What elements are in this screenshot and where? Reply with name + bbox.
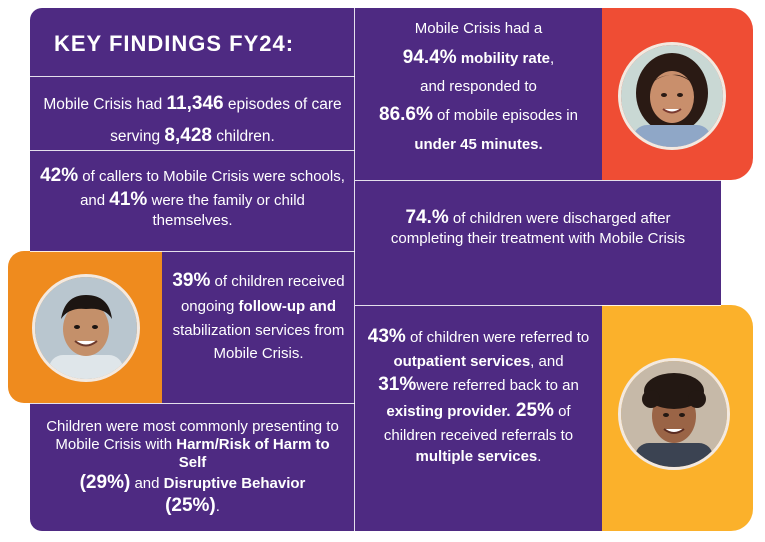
stat: 31% bbox=[378, 373, 417, 395]
divider bbox=[30, 150, 355, 151]
text: Mobile Crisis had bbox=[43, 96, 167, 113]
text: of callers to Mobile Crisis were schools… bbox=[78, 168, 345, 209]
left-panel bbox=[30, 8, 355, 251]
text: stabilization services from Mobile Crisi… bbox=[172, 321, 345, 362]
stat: 8,428 bbox=[164, 125, 212, 147]
finding-episodes: Mobile Crisis had 11,346 episodes of car… bbox=[30, 88, 355, 153]
text: of children received referrals to bbox=[383, 403, 574, 444]
right-mid-panel bbox=[355, 180, 721, 305]
text: were the family or child themselves. bbox=[147, 191, 305, 229]
divider bbox=[355, 305, 721, 306]
finding-mobility: Mobile Crisis had a 94.4% mobility rate,… bbox=[362, 16, 595, 157]
finding-followup: 39% of children received ongoing follow-… bbox=[166, 266, 351, 365]
right-bottom-panel bbox=[355, 305, 602, 531]
text: and responded to bbox=[420, 77, 537, 95]
emphasis: Disruptive Behavior bbox=[163, 475, 306, 492]
stat: 43% bbox=[367, 326, 406, 347]
finding-referrals: 43% of children were referred to outpati… bbox=[362, 324, 595, 467]
stat: (29%) bbox=[79, 472, 131, 493]
divider bbox=[30, 76, 355, 77]
text: , bbox=[530, 352, 535, 370]
emphasis: follow-up and bbox=[238, 298, 337, 316]
stat: 39% bbox=[172, 270, 211, 291]
girl-portrait bbox=[618, 42, 726, 150]
divider bbox=[30, 251, 355, 252]
finding-presenting: Children were most commonly presenting t… bbox=[40, 418, 345, 518]
girl-portrait-drawing bbox=[621, 45, 723, 147]
stat: 94.4% bbox=[402, 46, 457, 68]
emphasis: existing provider. bbox=[386, 403, 511, 421]
teen-portrait-drawing bbox=[621, 361, 727, 467]
page-title: KEY FINDINGS FY24: bbox=[54, 31, 295, 56]
text: Mobile Crisis had a bbox=[414, 20, 543, 37]
text: Children were most commonly presenting t… bbox=[46, 418, 339, 453]
text: and bbox=[534, 352, 564, 370]
right-top-panel bbox=[355, 8, 602, 180]
boy-portrait-drawing bbox=[35, 277, 137, 379]
finding-discharged: 74.% of children were discharged after c… bbox=[385, 206, 691, 249]
divider bbox=[354, 8, 355, 531]
stat: (25%) bbox=[165, 494, 216, 516]
text: , bbox=[550, 49, 555, 67]
text: and bbox=[130, 475, 164, 492]
left-mid-panel bbox=[162, 251, 355, 403]
stat: 42% bbox=[40, 165, 79, 186]
text: of mobile episodes in bbox=[432, 107, 578, 125]
emphasis: mobility rate bbox=[456, 49, 551, 67]
text: episodes of care serving bbox=[110, 96, 342, 146]
text: of children were discharged after comple… bbox=[390, 210, 686, 247]
left-bottom-panel bbox=[30, 403, 355, 531]
boy-portrait bbox=[32, 274, 140, 382]
text: . bbox=[537, 447, 542, 465]
emphasis: multiple services bbox=[415, 447, 538, 465]
emphasis: outpatient services bbox=[393, 352, 531, 370]
stat: 41% bbox=[109, 188, 148, 210]
text: . bbox=[215, 497, 220, 515]
divider bbox=[355, 180, 721, 181]
text: children. bbox=[211, 128, 275, 146]
finding-callers: 42% of callers to Mobile Crisis were sch… bbox=[40, 164, 345, 230]
emphasis: Harm/Risk of Harm to Self bbox=[176, 436, 330, 471]
text: were referred back to an bbox=[416, 376, 579, 394]
stat: 74.% bbox=[405, 207, 449, 228]
stat: 86.6% bbox=[379, 104, 433, 126]
stat: 25% bbox=[510, 400, 554, 422]
divider bbox=[30, 403, 355, 404]
text: of children received ongoing bbox=[180, 273, 345, 316]
text: of children were referred to bbox=[405, 329, 590, 346]
stat: 11,346 bbox=[166, 93, 224, 114]
emphasis: under 45 minutes. bbox=[414, 135, 543, 153]
teen-portrait bbox=[618, 358, 730, 470]
